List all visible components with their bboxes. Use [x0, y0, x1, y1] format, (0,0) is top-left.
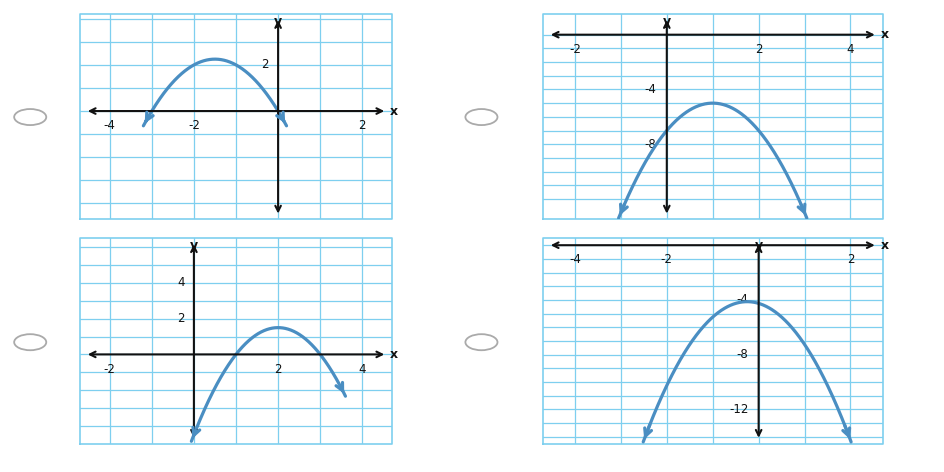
Text: -4: -4	[645, 83, 657, 96]
Text: y: y	[274, 15, 282, 28]
Text: x: x	[881, 28, 889, 41]
Text: x: x	[390, 105, 398, 118]
Text: -2: -2	[569, 43, 581, 56]
Text: -12: -12	[729, 403, 749, 416]
Text: x: x	[390, 348, 398, 361]
Text: 2: 2	[359, 119, 366, 132]
Text: 2: 2	[847, 253, 854, 266]
Text: y: y	[754, 239, 763, 253]
Text: 4: 4	[847, 43, 854, 56]
Text: 4: 4	[177, 277, 185, 289]
Text: 2: 2	[755, 43, 763, 56]
Text: -8: -8	[645, 138, 657, 151]
Text: -8: -8	[736, 348, 749, 361]
Text: y: y	[663, 15, 671, 28]
Text: y: y	[190, 239, 198, 253]
Text: 2: 2	[261, 59, 269, 71]
Text: 2: 2	[177, 312, 185, 325]
Text: -4: -4	[736, 294, 749, 306]
Text: -4: -4	[104, 119, 116, 132]
Text: 2: 2	[275, 362, 282, 376]
Text: -2: -2	[661, 253, 673, 266]
Text: 4: 4	[359, 362, 366, 376]
Text: -2: -2	[188, 119, 200, 132]
Text: -2: -2	[104, 362, 116, 376]
Text: -4: -4	[569, 253, 581, 266]
Text: x: x	[881, 239, 889, 252]
